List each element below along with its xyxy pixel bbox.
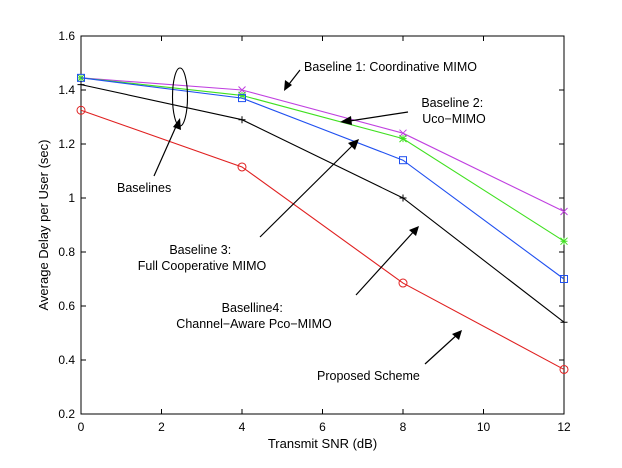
data-point <box>238 94 246 103</box>
data-point <box>399 129 407 138</box>
y-axis-title: Average Delay per User (sec) <box>36 140 51 311</box>
y-tick-label: 0.6 <box>58 299 75 313</box>
arrowhead-proposed <box>452 330 462 340</box>
annotation-baseline4: Baselline4: Channel−Aware Pco−MIMO <box>176 301 332 331</box>
arrowhead-baselines <box>173 118 181 130</box>
series-line <box>80 77 565 242</box>
data-point <box>238 116 246 124</box>
arrow-baselines <box>153 121 179 177</box>
data-point <box>560 318 568 326</box>
series-5 <box>76 105 569 374</box>
series-line <box>80 84 565 323</box>
y-tick-label: 0.2 <box>58 407 75 421</box>
data-point <box>398 278 408 288</box>
series-line <box>80 77 565 280</box>
y-tick-label: 0.4 <box>58 353 75 367</box>
arrowhead-baseline1 <box>284 80 292 91</box>
annotation-baseline3: Baseline 3: Full Cooperative MIMO <box>138 243 267 273</box>
data-point <box>560 207 568 216</box>
data-point <box>238 91 246 100</box>
x-tick-label: 0 <box>78 420 85 434</box>
annotations: Baseline 1: Coordinative MIMO Baseline 2… <box>117 60 486 383</box>
axes: 0 2 4 6 8 10 12 0.2 0.4 0.6 0.8 1 1.2 1.4 1.6 Transmit … <box>36 29 571 451</box>
data-point <box>399 134 407 143</box>
arrow-baseline3 <box>259 142 356 238</box>
series-line <box>80 77 565 212</box>
x-tick-label: 12 <box>557 420 571 434</box>
x-tick-label: 10 <box>477 420 491 434</box>
x-tick-label: 6 <box>319 420 326 434</box>
data-point <box>559 364 569 374</box>
y-tick-label: 1 <box>68 191 75 205</box>
y-tick-label: 1.2 <box>58 137 75 151</box>
series-line <box>80 109 565 370</box>
annotation-baseline1: Baseline 1: Coordinative MIMO <box>304 60 477 74</box>
series-group <box>76 73 569 374</box>
annotation-baseline2: Baseline 2: Uco−MIMO <box>421 96 486 126</box>
arrow-baseline4 <box>355 228 417 296</box>
arrow-baseline2 <box>342 111 409 123</box>
baselines-ellipse <box>171 67 189 127</box>
x-axis-title: Transmit SNR (dB) <box>268 436 377 451</box>
series-3 <box>77 73 568 283</box>
data-point <box>560 275 568 283</box>
data-point <box>560 237 568 246</box>
annotation-baselines: Baselines <box>117 181 171 195</box>
arrowhead-baseline4 <box>409 226 419 236</box>
data-point <box>399 156 407 165</box>
y-tick-label: 1.4 <box>58 83 75 97</box>
data-point <box>238 86 246 94</box>
x-tick-label: 8 <box>400 420 407 434</box>
arrow-proposed <box>424 332 460 365</box>
series-4 <box>77 81 568 326</box>
arrowhead-baseline2 <box>340 116 352 125</box>
y-tick-label: 0.8 <box>58 245 75 259</box>
y-tick-label: 1.6 <box>58 29 75 43</box>
data-point <box>77 81 85 89</box>
data-point <box>237 162 247 172</box>
arrowhead-baseline3 <box>348 139 359 150</box>
x-tick-label: 2 <box>158 420 165 434</box>
x-tick-label: 4 <box>239 420 246 434</box>
data-point <box>76 105 86 115</box>
data-point <box>399 194 407 202</box>
annotation-proposed: Proposed Scheme <box>317 369 420 383</box>
series-1 <box>77 73 568 216</box>
